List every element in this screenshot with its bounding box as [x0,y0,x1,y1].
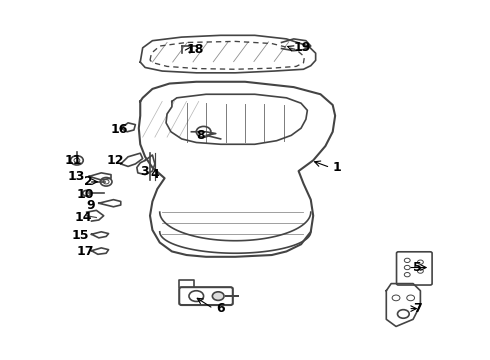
Text: 16: 16 [111,123,128,136]
Text: 18: 18 [187,43,204,56]
Circle shape [71,156,83,165]
Circle shape [417,260,423,264]
Circle shape [212,292,224,300]
Text: 2: 2 [84,175,93,188]
Text: 7: 7 [413,302,422,315]
Text: 11: 11 [65,154,82,167]
Circle shape [83,190,91,196]
Circle shape [100,177,112,186]
Circle shape [397,310,409,318]
Text: 17: 17 [77,245,95,258]
Circle shape [392,295,400,301]
Text: 1: 1 [333,161,342,174]
Text: 13: 13 [67,170,85,183]
Text: 9: 9 [87,198,95,212]
Circle shape [404,258,410,262]
Text: 8: 8 [196,129,205,142]
Circle shape [417,269,423,273]
FancyBboxPatch shape [396,252,432,285]
Text: 14: 14 [74,211,92,224]
Text: 12: 12 [106,154,123,167]
Circle shape [404,265,410,270]
Text: 15: 15 [72,229,90,242]
Text: 6: 6 [216,302,224,315]
Text: 4: 4 [150,168,159,181]
Circle shape [196,126,211,137]
Circle shape [189,291,203,301]
Circle shape [74,158,80,162]
Text: 10: 10 [77,188,95,201]
Circle shape [407,295,415,301]
Text: 5: 5 [413,261,422,274]
Circle shape [404,273,410,277]
Text: 19: 19 [294,41,311,54]
FancyBboxPatch shape [179,287,233,305]
Text: 3: 3 [140,165,149,177]
Circle shape [103,180,109,184]
